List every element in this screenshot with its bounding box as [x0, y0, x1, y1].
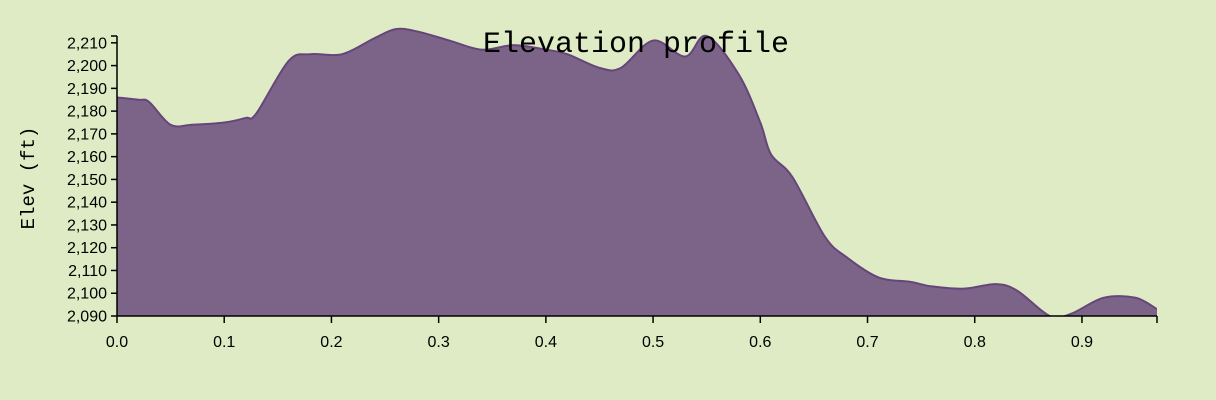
x-tick-label: 0.8	[964, 334, 986, 351]
x-tick-label: 0.9	[1071, 334, 1093, 351]
y-tick-label: 2,130	[67, 217, 107, 234]
y-tick-label: 2,140	[67, 195, 107, 212]
chart-title: Elevation profile	[483, 28, 789, 62]
y-tick-label: 2,160	[67, 149, 107, 166]
x-tick-label: 0.5	[642, 334, 664, 351]
y-tick-label: 2,170	[67, 126, 107, 143]
y-tick-label: 2,110	[68, 263, 107, 280]
y-tick-label: 2,100	[67, 286, 107, 303]
x-tick-label: 0.4	[535, 334, 557, 351]
x-tick-label: 0.7	[856, 334, 878, 351]
x-tick-label: 0.3	[428, 334, 450, 351]
y-tick-label: 2,120	[67, 240, 107, 257]
x-tick-label: 0.1	[213, 334, 235, 351]
x-tick-label: 0.0	[106, 334, 128, 351]
x-tick-label: 0.2	[320, 334, 342, 351]
y-tick-label: 2,180	[67, 104, 107, 121]
plot-area	[117, 27, 1157, 316]
y-axis: 2,090 2,100 2,110 2,120 2,130 2,140 2,150 2,160…	[67, 35, 118, 326]
elevation-area-0	[117, 28, 1157, 316]
y-tick-label: 2,210	[67, 35, 107, 52]
x-axis: 0.0 0.1 0.2 0.3 0.4 0.5 0.6 0.7 0.8 0.9	[106, 315, 1158, 351]
x-tick-label: 0.6	[749, 334, 771, 351]
elevation-line-0	[117, 27, 1157, 316]
y-tick-label: 2,190	[67, 81, 107, 98]
y-tick-label: 2,150	[67, 172, 107, 189]
y-axis-label: Elev (ft)	[18, 127, 40, 230]
y-tick-label: 2,090	[67, 309, 107, 326]
y-tick-label: 2,200	[67, 58, 107, 75]
